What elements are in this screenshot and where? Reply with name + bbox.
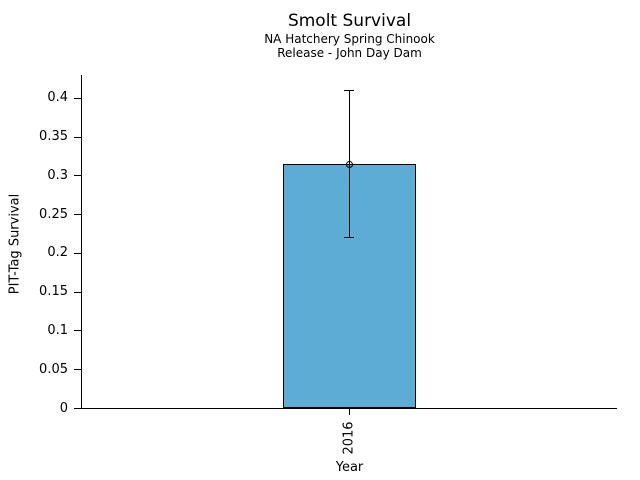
y-tick-label: 0.3 <box>47 167 68 183</box>
x-axis-label: Year <box>335 460 364 475</box>
y-tick-mark <box>74 214 81 216</box>
y-tick-mark <box>74 175 81 177</box>
y-tick-mark <box>74 136 81 138</box>
error-bar-cap-bottom <box>344 237 355 239</box>
chart-title: Smolt Survival <box>287 11 412 31</box>
data-point-marker <box>345 160 353 168</box>
error-bar-cap-top <box>344 90 355 91</box>
y-tick-label: 0.25 <box>39 206 68 222</box>
y-tick-mark <box>74 252 81 254</box>
y-tick-label: 0 <box>59 400 68 416</box>
x-tick-mark <box>348 408 350 415</box>
y-tick-label: 0.05 <box>39 361 68 377</box>
y-tick-label: 0.15 <box>39 284 68 300</box>
y-axis-line <box>81 75 82 409</box>
y-tick-mark <box>74 369 81 371</box>
y-tick-label: 0.4 <box>47 90 68 106</box>
y-tick-label: 0.1 <box>47 322 68 338</box>
x-tick-label: 2016 <box>341 421 357 455</box>
y-tick-label: 0.35 <box>39 129 68 145</box>
chart-subtitle-line1: NA Hatchery Spring Chinook <box>264 32 435 46</box>
y-tick-mark <box>74 97 81 99</box>
y-axis-label: PIT-Tag Survival <box>7 193 23 295</box>
y-tick-mark <box>74 408 81 409</box>
y-tick-mark <box>74 291 81 293</box>
y-tick-label: 0.2 <box>47 245 68 261</box>
y-tick-mark <box>74 330 81 332</box>
chart-subtitle-line2: Release - John Day Dam <box>277 46 422 60</box>
